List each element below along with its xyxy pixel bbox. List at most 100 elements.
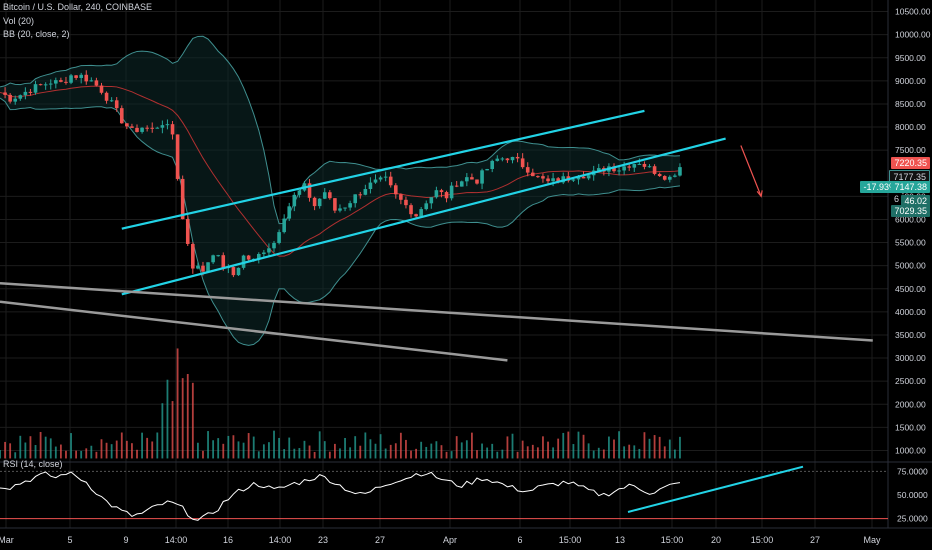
volume-bar [384,448,387,459]
price-tick-label: 8500.00 [895,99,926,109]
volume-bar [471,432,473,459]
time-tick-label: 15:00 [661,535,684,545]
volume-bar [85,448,88,459]
volume-bar [100,439,103,459]
volume-bar [592,450,595,459]
time-tick-label: 9 [123,535,128,545]
bb-legend[interactable]: BB (20, close, 2) [3,29,70,39]
volume-bar [131,443,133,459]
volume-bar [161,403,164,459]
candle-body [465,177,469,182]
candle-body [383,176,388,178]
candle-body [109,100,114,102]
volume-bar [146,437,149,459]
volume-bar [663,446,666,459]
candle-body [114,100,119,109]
rsi-legend[interactable]: RSI (14, close) [3,459,63,469]
lower-band-tag: 7029.35 [891,205,930,217]
change-tag: -17.93% [860,181,900,193]
candle-body [79,74,83,78]
candle-body [647,166,652,168]
candle-body [145,127,149,129]
candle-body [409,205,413,215]
volume-bar [455,436,458,459]
volume-bar [521,440,524,459]
candle-body [541,176,545,179]
vol-legend[interactable]: Vol (20) [3,16,35,26]
volume-bar [465,440,468,459]
volume-bar [318,431,321,459]
candle-body [94,80,99,86]
volume-bar [394,443,397,459]
candle-body [612,166,616,172]
volume-bar [405,439,407,459]
volume-bar [308,445,311,459]
volume-bar [80,450,83,459]
channel-upper-line [121,109,645,230]
volume-bar [171,401,174,459]
candle-body [216,255,220,257]
volume-bar [44,436,47,459]
volume-bar [29,436,32,459]
candle-body [368,182,373,190]
volume-bar [328,451,331,459]
price-tick-label: 3500.00 [895,330,926,340]
volume-bar [237,441,240,459]
time-tick-label: May [863,535,881,545]
volume-bar [460,442,463,459]
time-tick-label: 15:00 [751,535,774,545]
volume-bar [658,436,661,459]
volume-bar [257,451,260,459]
candle-body [206,262,210,272]
volume-bar [95,451,98,459]
candle-body [399,194,403,200]
candle-body [622,166,626,171]
candle-body [668,176,672,180]
price-tick-label: 6000.00 [895,214,926,224]
candle-body [155,127,160,129]
candle-body [439,190,444,193]
volume-bar [608,436,610,459]
candle-body [657,173,662,177]
candle-body [282,218,286,233]
symbol-legend[interactable]: Bitcoin / U.S. Dollar, 240, COINBASE [3,2,153,12]
candle-body [99,85,104,93]
candle-body [637,163,642,165]
volume-bar [181,378,184,459]
candle-body [632,164,637,168]
candle-body [328,192,332,199]
volume-bar [643,432,646,459]
candle-body [33,84,38,93]
partial-tag-a: 6 [890,193,902,205]
candle-body [581,176,586,179]
volume-bar [354,436,357,459]
candle-body [343,207,347,209]
volume-bar [39,431,42,459]
candle-body [175,134,180,179]
volume-bar [440,445,443,459]
volume-bar [445,451,448,459]
candle-body [434,190,439,198]
candle-body [272,242,276,249]
volume-bar [34,445,37,459]
time-tick-label: 13 [615,535,625,545]
volume-bar [141,432,143,459]
time-tick-label: 16 [223,535,233,545]
volume-bar [415,448,417,459]
candle-body [322,192,327,199]
bb-upper-line [0,35,680,225]
candle-body [404,199,408,206]
volume-bar [587,443,590,459]
candle-body [586,175,591,179]
candle-body [571,179,576,181]
volume-bar [374,443,377,459]
candle-body [546,178,550,182]
volume-bar [0,450,1,459]
candle-body [556,178,560,183]
volume-bar [262,444,265,459]
candle-body [54,80,58,84]
volume-bar [602,449,605,459]
bb-basis-line [0,85,681,257]
candle-body [678,167,682,176]
volume-bar [511,433,514,459]
